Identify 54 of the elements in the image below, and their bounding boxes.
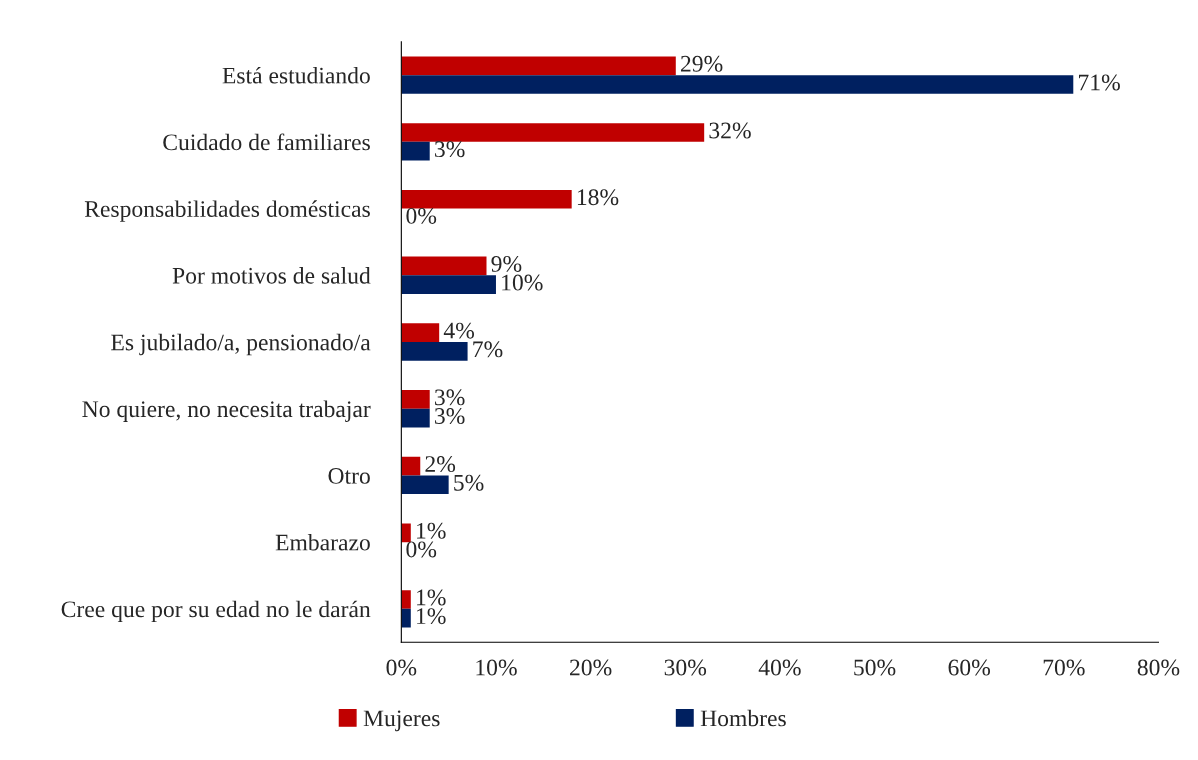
y-tick-label: Cree que por su edad no le darán: [61, 600, 371, 623]
data-label: 3%: [435, 408, 465, 425]
data-label: 1%: [417, 522, 446, 539]
bar: [401, 56, 676, 76]
bar: [401, 256, 487, 276]
bar: [401, 456, 421, 476]
data-label: 1%: [417, 589, 446, 606]
legend-label: Hombres: [700, 709, 786, 727]
bar: [401, 323, 440, 342]
data-label: 29%: [681, 55, 723, 72]
data-label: 7%: [473, 341, 503, 358]
legend-label: Mujeres: [363, 710, 440, 732]
bar: [401, 275, 496, 294]
x-tick-label: 10%: [476, 659, 517, 676]
x-tick-label: 60%: [948, 659, 991, 676]
bar: [401, 189, 572, 209]
y-tick-label: No quiere, no necesita trabajar: [82, 400, 371, 422]
y-tick-label: Cuidado de familiares: [163, 133, 370, 151]
data-label: 32%: [709, 122, 751, 139]
bar: [401, 523, 411, 543]
bar: [401, 590, 411, 609]
y-tick-label: Otro: [328, 467, 370, 484]
data-label: 3%: [435, 141, 465, 158]
x-tick-label: 80%: [1137, 659, 1180, 676]
x-tick-label: 30%: [664, 659, 707, 676]
data-label: 71%: [1079, 74, 1120, 91]
data-label: 9%: [491, 255, 522, 272]
data-label: 0%: [406, 207, 437, 224]
data-label: 5%: [454, 474, 484, 491]
bar: [401, 123, 705, 142]
x-tick-label: 40%: [758, 659, 801, 676]
data-label: 2%: [425, 456, 456, 473]
bar: [401, 141, 430, 161]
bar: [401, 408, 430, 428]
y-tick-label: Embarazo: [275, 533, 370, 551]
y-tick-label: Es jubilado/a, pensionado/a: [111, 333, 371, 356]
y-tick-label: Está estudiando: [222, 66, 370, 84]
x-tick-label: 70%: [1043, 659, 1085, 676]
bar: [401, 75, 1074, 94]
x-tick-label: 0%: [386, 659, 417, 676]
data-label: 0%: [406, 541, 437, 558]
y-tick-label: Responsabilidades domésticas: [84, 200, 370, 222]
bar: [401, 342, 468, 361]
bar: [401, 608, 411, 628]
x-tick-label: 20%: [570, 659, 612, 676]
data-label: 18%: [577, 189, 619, 206]
data-label: 4%: [443, 322, 475, 339]
data-label: 10%: [502, 274, 543, 291]
bar: [401, 390, 430, 409]
data-label: 3%: [435, 389, 465, 406]
data-label: 1%: [417, 608, 446, 625]
y-tick-label: Por motivos de salud: [172, 267, 371, 284]
x-tick-label: 50%: [854, 659, 896, 676]
bar: [401, 475, 449, 495]
